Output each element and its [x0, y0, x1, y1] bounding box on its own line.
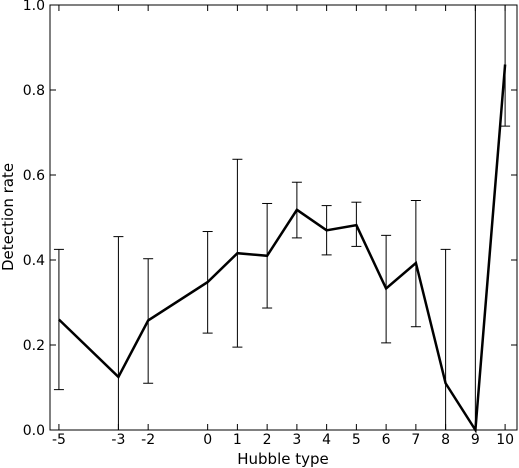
- y-tick-label: 0.8: [23, 83, 45, 99]
- x-tick-label: 3: [292, 432, 301, 448]
- x-tick-label: 7: [411, 432, 420, 448]
- y-tick-label: 0.6: [23, 168, 45, 184]
- x-tick-label: 5: [352, 432, 361, 448]
- y-axis-label: Detection rate: [0, 163, 17, 271]
- x-tick-label: 9: [471, 432, 480, 448]
- x-tick-label: 4: [322, 432, 331, 448]
- x-tick-label: -5: [52, 432, 66, 448]
- y-tick-label: 0.0: [23, 423, 45, 439]
- x-tick-label: 0: [203, 432, 212, 448]
- x-tick-label: -2: [141, 432, 155, 448]
- x-axis-label: Hubble type: [237, 450, 329, 468]
- x-tick-label: 10: [496, 432, 514, 448]
- x-tick-label: 1: [233, 432, 242, 448]
- y-tick-label: 1.0: [23, 0, 45, 14]
- plot-frame: [49, 4, 518, 431]
- series-line: [58, 64, 507, 434]
- y-axis: 0.0 0.2 0.4 0.6 0.8 1.0: [23, 0, 517, 439]
- y-tick-label: 0.4: [23, 253, 45, 269]
- x-tick-label: 8: [441, 432, 450, 448]
- x-axis: -5 -3 -2 0 1 2 3 4 5 6 7 8 9 10: [52, 5, 514, 448]
- x-tick-label: 2: [263, 432, 272, 448]
- y-tick-label: 0.2: [23, 338, 45, 354]
- x-tick-label: -3: [111, 432, 125, 448]
- x-tick-label: 6: [382, 432, 391, 448]
